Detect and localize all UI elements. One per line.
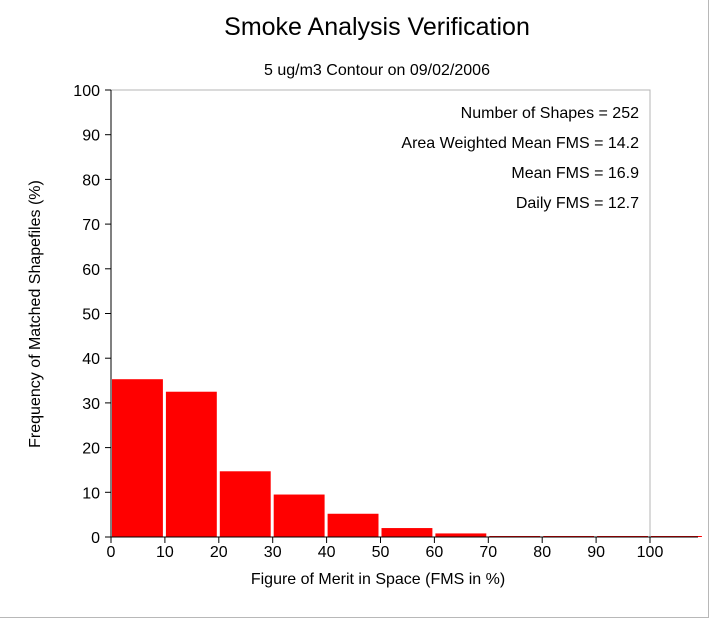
y-tick-label: 80 bbox=[82, 172, 100, 189]
x-tick-label: 60 bbox=[426, 544, 444, 561]
y-tick-label: 60 bbox=[82, 262, 100, 279]
y-tick-label: 90 bbox=[82, 128, 100, 145]
stat-annotation: Area Weighted Mean FMS = 14.2 bbox=[401, 135, 639, 152]
x-tick-label: 10 bbox=[156, 544, 174, 561]
bars bbox=[112, 379, 702, 537]
histogram-bar bbox=[381, 528, 433, 537]
histogram-bar bbox=[273, 494, 325, 537]
stat-annotation: Mean FMS = 16.9 bbox=[511, 165, 639, 182]
y-tick-label: 20 bbox=[82, 441, 100, 458]
x-tick-label: 40 bbox=[318, 544, 336, 561]
x-tick-label: 30 bbox=[264, 544, 282, 561]
y-tick-labels: 0 10 20 30 40 50 60 70 80 90 100 bbox=[73, 83, 111, 547]
x-axis-label: Figure of Merit in Space (FMS in %) bbox=[251, 571, 505, 588]
stat-annotation: Daily FMS = 12.7 bbox=[516, 195, 639, 212]
y-tick-label: 50 bbox=[82, 307, 100, 324]
histogram-bar bbox=[327, 513, 379, 537]
y-tick-label: 0 bbox=[91, 530, 100, 547]
x-tick-label: 70 bbox=[479, 544, 497, 561]
y-tick-label: 10 bbox=[82, 485, 100, 502]
histogram-bar bbox=[219, 471, 271, 537]
chart-subtitle: 5 ug/m3 Contour on 09/02/2006 bbox=[264, 62, 490, 79]
x-tick-label: 90 bbox=[587, 544, 605, 561]
x-tick-label: 0 bbox=[107, 544, 116, 561]
y-tick-label: 100 bbox=[73, 83, 100, 100]
y-tick-label: 70 bbox=[82, 217, 100, 234]
histogram-bar bbox=[112, 379, 163, 537]
x-tick-label: 80 bbox=[533, 544, 551, 561]
y-tick-label: 30 bbox=[82, 396, 100, 413]
x-tick-label: 20 bbox=[210, 544, 228, 561]
y-tick-label: 40 bbox=[82, 351, 100, 368]
stat-annotation: Number of Shapes = 252 bbox=[461, 105, 639, 122]
stats-annotations: Number of Shapes = 252 Area Weighted Mean… bbox=[401, 105, 639, 212]
histogram-bar bbox=[435, 533, 487, 537]
axes bbox=[105, 90, 698, 543]
chart-title: Smoke Analysis Verification bbox=[224, 13, 530, 41]
x-tick-label: 50 bbox=[372, 544, 390, 561]
y-axis-label: Frequency of Matched Shapefiles (%) bbox=[27, 180, 44, 448]
x-tick-labels: 0 10 20 30 40 50 60 70 80 90 100 bbox=[107, 537, 664, 561]
histogram-bar bbox=[165, 391, 217, 537]
x-tick-label: 100 bbox=[637, 544, 664, 561]
